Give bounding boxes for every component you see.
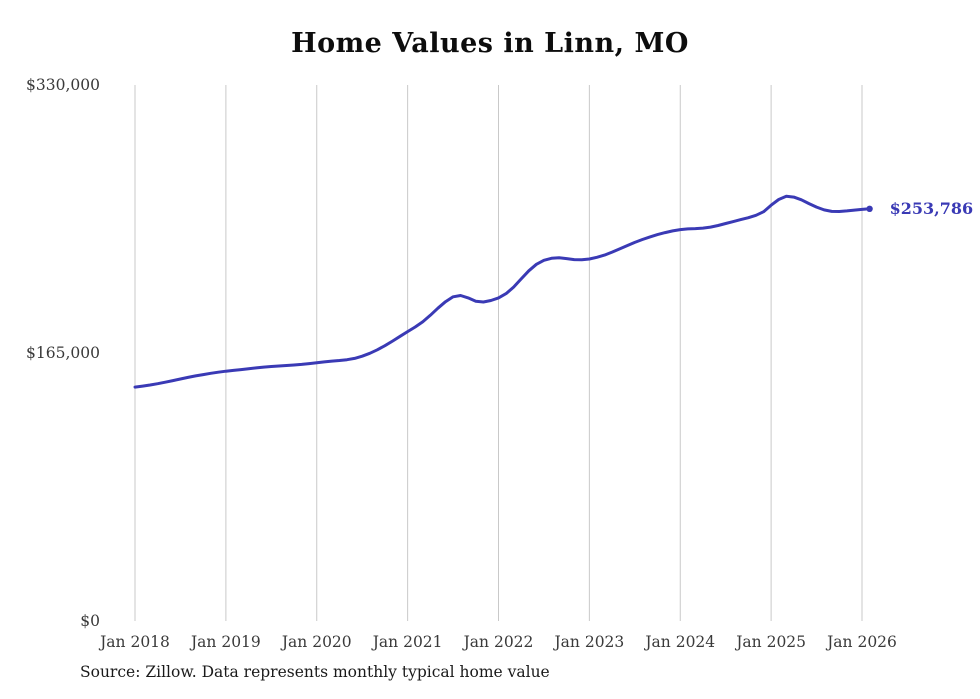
x-axis-tick-label: Jan 2021 xyxy=(371,633,443,651)
x-axis-tick-label: Jan 2024 xyxy=(643,633,715,651)
x-axis-tick-label: Jan 2019 xyxy=(189,633,261,651)
y-axis-tick-label: $330,000 xyxy=(26,76,100,94)
y-axis-tick-label: $165,000 xyxy=(26,344,100,362)
x-axis-tick-label: Jan 2018 xyxy=(98,633,170,651)
y-axis-tick-label: $0 xyxy=(80,612,100,630)
x-axis-tick-label: Jan 2026 xyxy=(825,633,897,651)
home-value-series-line xyxy=(133,194,872,389)
x-axis-tick-label: Jan 2020 xyxy=(280,633,352,651)
x-axis-tick-label: Jan 2025 xyxy=(734,633,806,651)
series-end-dot xyxy=(866,205,873,212)
end-value-label: $253,786 xyxy=(890,199,974,218)
x-axis-tick-label: Jan 2023 xyxy=(552,633,624,651)
chart-title: Home Values in Linn, MO xyxy=(291,28,689,59)
x-axis-tick-label: Jan 2022 xyxy=(462,633,534,651)
source-note: Source: Zillow. Data represents monthly … xyxy=(80,663,550,681)
